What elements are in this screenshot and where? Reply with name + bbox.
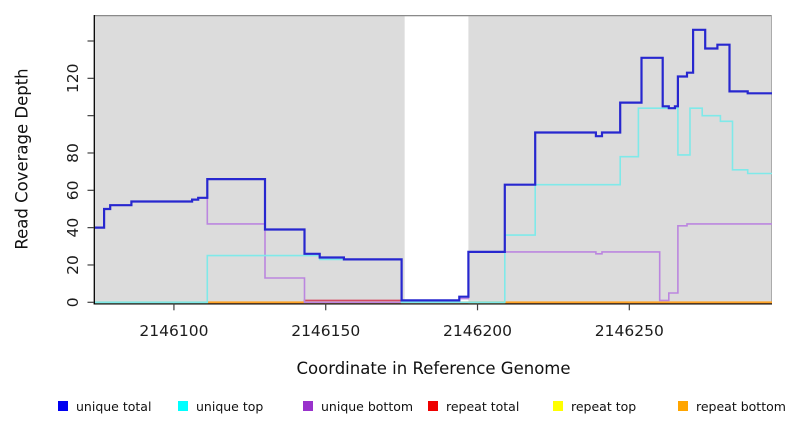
- legend-swatch-icon: [58, 401, 68, 411]
- x-tick-label: 2146150: [291, 322, 360, 340]
- legend-swatch-icon: [553, 401, 563, 411]
- y-tick-label: 80: [64, 143, 82, 163]
- y-tick-label: 40: [64, 218, 82, 238]
- y-axis-title: Read Coverage Depth: [12, 68, 32, 250]
- legend-item-repeat-total: repeat total: [428, 398, 519, 414]
- legend-label: repeat total: [446, 398, 520, 414]
- y-tick-label: 120: [64, 64, 82, 94]
- legend-swatch-icon: [178, 401, 188, 411]
- legend-item-unique-total: unique total: [58, 398, 151, 414]
- legend-label: repeat top: [571, 398, 637, 414]
- legend-item-repeat-bottom: repeat bottom: [678, 398, 786, 414]
- x-tick-label: 2146200: [443, 322, 512, 340]
- legend-swatch-icon: [428, 401, 438, 411]
- x-tick-label: 2146100: [139, 322, 208, 340]
- no-data-gap: [404, 16, 469, 304]
- legend-label: repeat bottom: [696, 398, 786, 414]
- legend-label: unique bottom: [321, 398, 414, 414]
- legend-label: unique total: [76, 398, 152, 414]
- x-axis-title: Coordinate in Reference Genome: [296, 359, 571, 378]
- legend-swatch-icon: [303, 401, 313, 411]
- legend-label: unique top: [196, 398, 264, 414]
- legend-swatch-icon: [678, 401, 688, 411]
- legend-item-unique-bottom: unique bottom: [303, 398, 413, 414]
- y-tick-label: 20: [64, 255, 82, 275]
- legend-item-unique-top: unique top: [178, 398, 263, 414]
- y-tick-label: 60: [64, 180, 82, 200]
- x-tick-label: 2146250: [595, 322, 664, 340]
- legend-item-repeat-top: repeat top: [553, 398, 636, 414]
- series-unique-total: [95, 28, 772, 302]
- y-tick-label: 0: [64, 297, 82, 307]
